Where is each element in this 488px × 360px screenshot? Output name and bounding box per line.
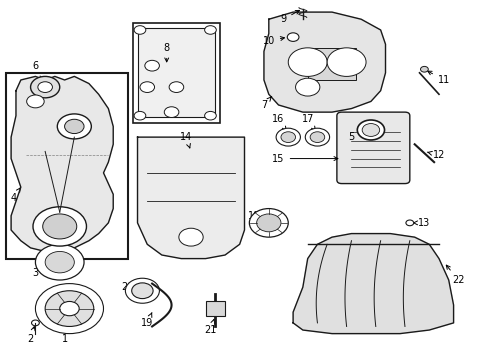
Circle shape: [27, 95, 44, 108]
Circle shape: [420, 66, 427, 72]
Circle shape: [179, 228, 203, 246]
Circle shape: [295, 78, 319, 96]
Circle shape: [57, 114, 91, 139]
Text: 18: 18: [247, 211, 265, 221]
Circle shape: [134, 26, 145, 34]
Circle shape: [204, 26, 216, 34]
Polygon shape: [11, 76, 113, 251]
Circle shape: [30, 76, 60, 98]
Circle shape: [326, 48, 366, 76]
Text: 3: 3: [32, 264, 56, 278]
Text: 12: 12: [427, 150, 444, 160]
Polygon shape: [137, 137, 244, 258]
Text: 14: 14: [180, 132, 192, 148]
Polygon shape: [264, 12, 385, 112]
Text: 19: 19: [141, 312, 153, 328]
Text: 1: 1: [61, 298, 67, 344]
Circle shape: [281, 132, 295, 143]
Text: 8: 8: [163, 43, 169, 62]
Text: 15: 15: [272, 154, 337, 163]
Circle shape: [131, 283, 153, 298]
Circle shape: [204, 111, 216, 120]
Text: 5: 5: [347, 132, 362, 142]
Text: 6: 6: [32, 61, 43, 84]
Text: 7: 7: [260, 96, 271, 110]
Bar: [137, 28, 215, 117]
Circle shape: [31, 320, 39, 326]
Text: 4: 4: [10, 188, 20, 203]
Text: 13: 13: [412, 218, 429, 228]
Bar: [205, 301, 224, 316]
Circle shape: [309, 132, 324, 143]
Circle shape: [249, 208, 287, 237]
Polygon shape: [292, 234, 453, 334]
Text: 11: 11: [427, 71, 449, 85]
Circle shape: [33, 207, 86, 246]
FancyBboxPatch shape: [6, 73, 127, 258]
Circle shape: [276, 128, 300, 146]
Circle shape: [362, 123, 379, 136]
Circle shape: [357, 120, 384, 140]
Text: 10: 10: [262, 36, 284, 46]
Bar: [132, 23, 220, 123]
Bar: [307, 48, 356, 80]
Circle shape: [140, 82, 154, 93]
Circle shape: [305, 128, 329, 146]
Circle shape: [42, 214, 77, 239]
Circle shape: [169, 82, 183, 93]
Circle shape: [164, 107, 179, 117]
Circle shape: [256, 214, 281, 232]
Circle shape: [144, 60, 159, 71]
Circle shape: [38, 82, 52, 93]
Circle shape: [125, 278, 159, 303]
Circle shape: [60, 301, 79, 316]
Text: 21: 21: [204, 319, 216, 335]
Circle shape: [64, 119, 84, 134]
Circle shape: [287, 33, 298, 41]
Text: 9: 9: [280, 10, 299, 24]
Circle shape: [45, 291, 94, 327]
Text: 17: 17: [301, 114, 315, 130]
Text: 2: 2: [27, 327, 35, 344]
Circle shape: [45, 251, 74, 273]
Text: 22: 22: [446, 265, 464, 285]
Circle shape: [287, 48, 326, 76]
Text: 16: 16: [272, 114, 285, 130]
FancyBboxPatch shape: [336, 112, 409, 184]
Circle shape: [35, 244, 84, 280]
Circle shape: [405, 220, 413, 226]
Text: 20: 20: [122, 282, 139, 292]
Circle shape: [35, 284, 103, 334]
Circle shape: [134, 111, 145, 120]
